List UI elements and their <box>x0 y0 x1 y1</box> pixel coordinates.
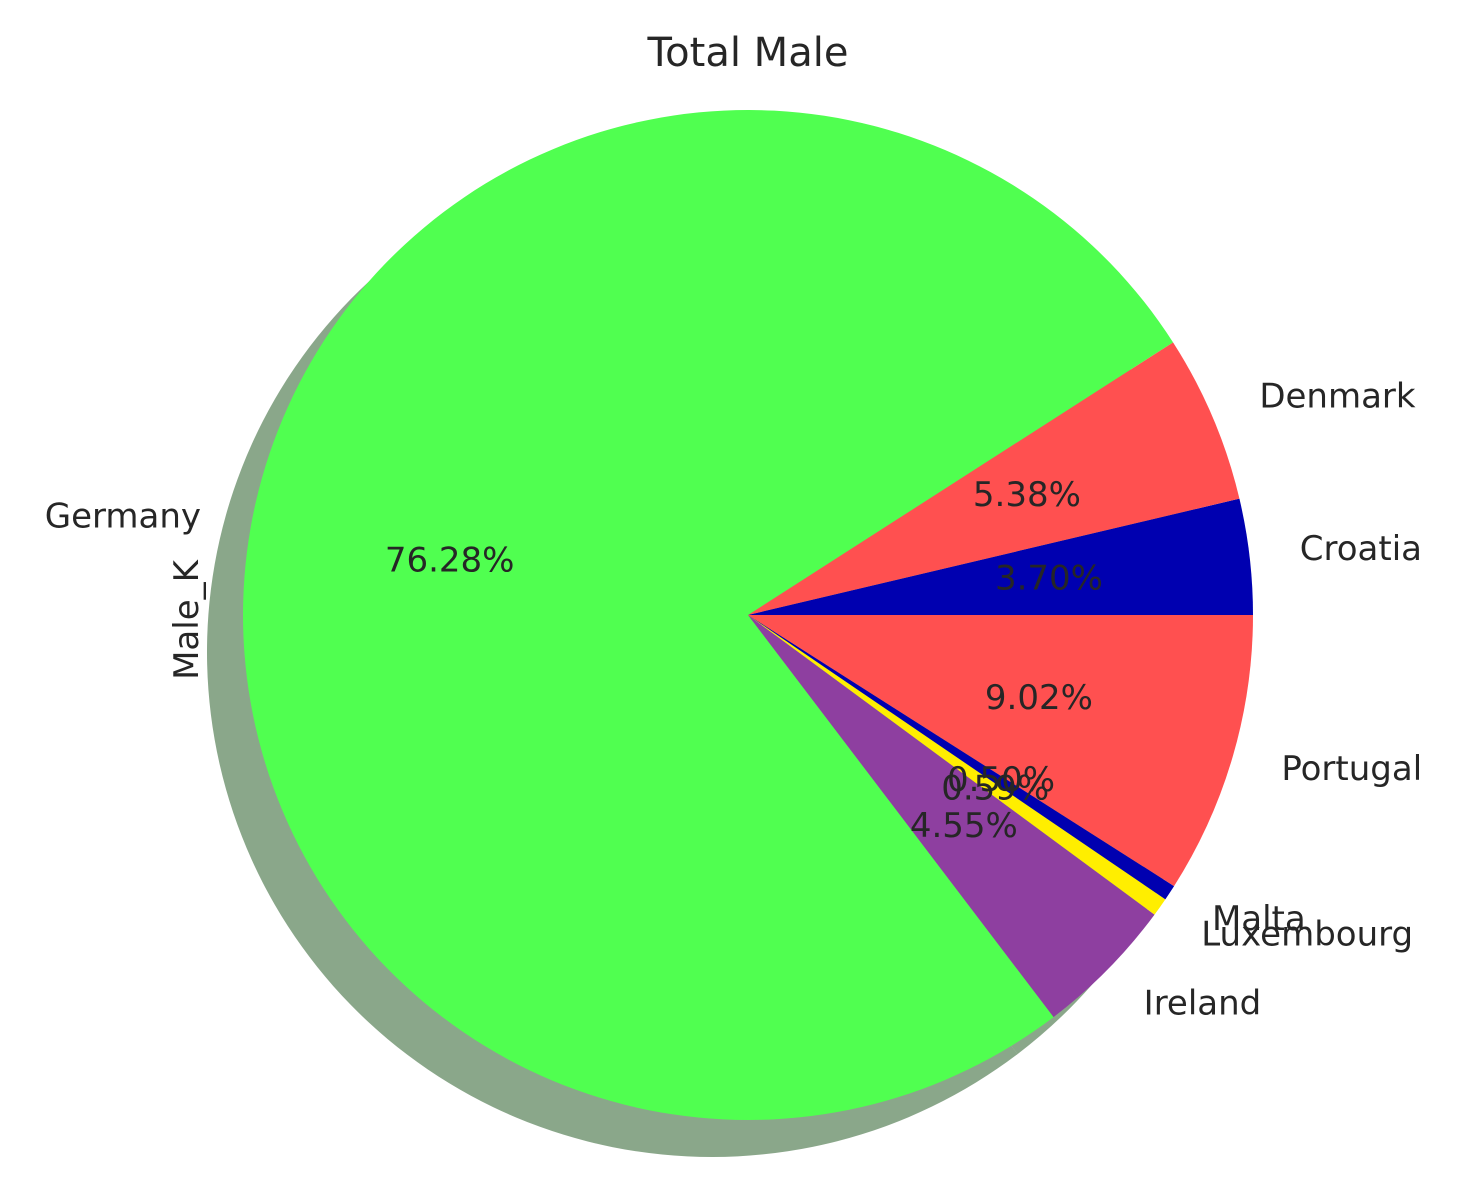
pct-label-portugal: 9.02% <box>985 678 1093 718</box>
pct-label-denmark: 5.38% <box>973 475 1081 515</box>
pie-slices <box>242 110 1253 1121</box>
label-malta: Malta <box>1212 899 1306 939</box>
label-germany: Germany <box>45 497 201 537</box>
label-luxembourg: Luxembourg <box>1201 915 1413 955</box>
pct-label-malta: 0.50% <box>947 760 1055 800</box>
slice-portugal <box>748 615 1253 887</box>
slice-luxembourg <box>748 615 1166 915</box>
pie-labels: Croatia 3.70% Denmark 5.38% Germany 76.28% Ire… <box>45 376 1422 1023</box>
pct-label-croatia: 3.70% <box>995 558 1103 598</box>
label-croatia: Croatia <box>1300 529 1422 569</box>
chart-title: Total Male <box>647 30 849 76</box>
slice-malta <box>748 615 1175 900</box>
pct-label-germany: 76.28% <box>385 541 515 581</box>
slice-denmark <box>748 342 1240 615</box>
label-denmark: Denmark <box>1259 376 1416 416</box>
slice-germany <box>242 110 1174 1121</box>
label-portugal: Portugal <box>1281 749 1422 789</box>
slice-ireland <box>748 615 1155 1018</box>
pct-label-luxembourg: 0.59% <box>941 769 1049 809</box>
pct-label-ireland: 4.55% <box>910 806 1018 846</box>
slice-croatia <box>748 498 1253 615</box>
label-ireland: Ireland <box>1144 983 1262 1023</box>
y-axis-label: Male_K <box>167 558 207 680</box>
